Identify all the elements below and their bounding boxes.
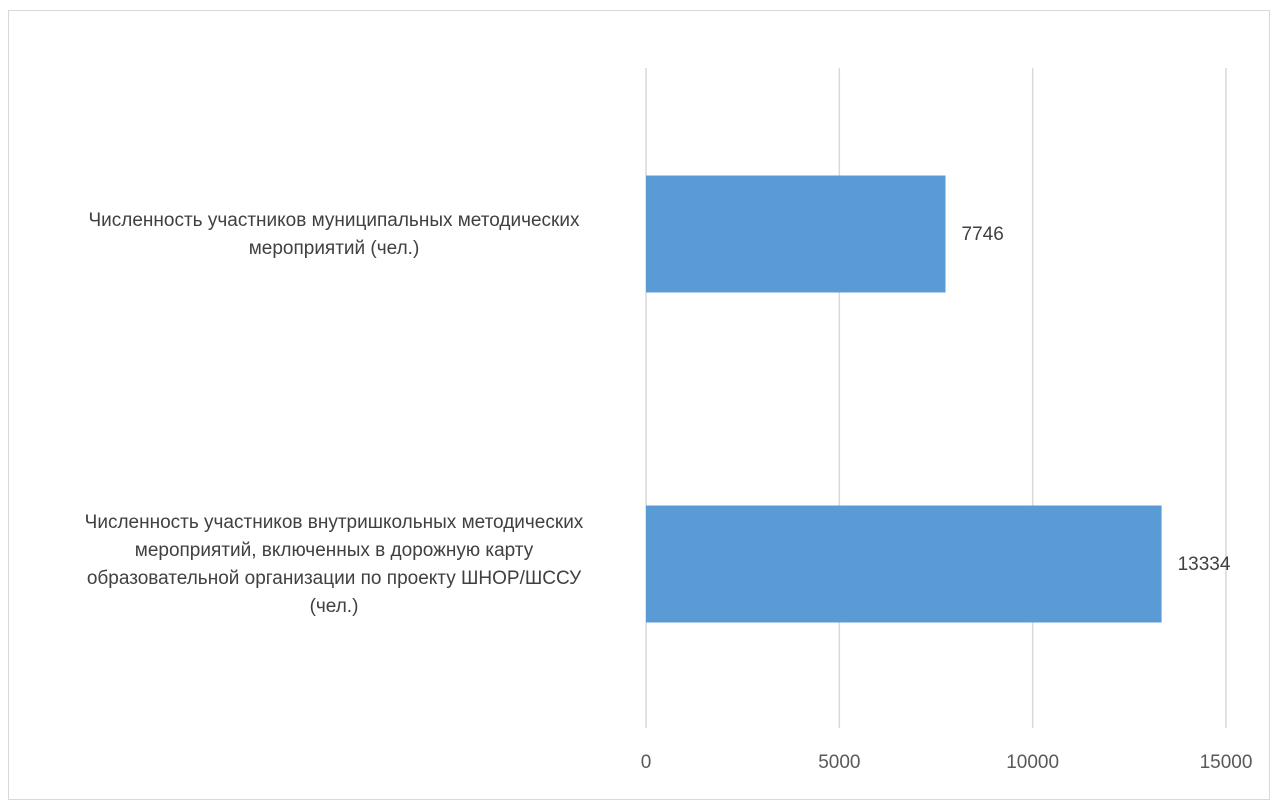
- x-tick-label: 5000: [818, 752, 860, 773]
- bar-1: [646, 175, 946, 293]
- data-label: 7746: [962, 224, 1004, 245]
- x-tick-label: 10000: [1006, 752, 1059, 773]
- x-tick-label: 0: [641, 752, 652, 773]
- category-label: Численность участников внутришкольных ме…: [85, 512, 584, 617]
- data-label: 13334: [1178, 554, 1231, 575]
- bars: [646, 175, 1162, 623]
- gridlines: [645, 68, 1227, 728]
- bar-2: [646, 505, 1162, 623]
- chart-frame: [8, 10, 1270, 800]
- category-label: Численность участников муниципальных мет…: [89, 210, 580, 259]
- x-tick-label: 15000: [1200, 752, 1253, 773]
- labels: 0 5000 10000 15000 7746 Численность участнико…: [85, 210, 1253, 773]
